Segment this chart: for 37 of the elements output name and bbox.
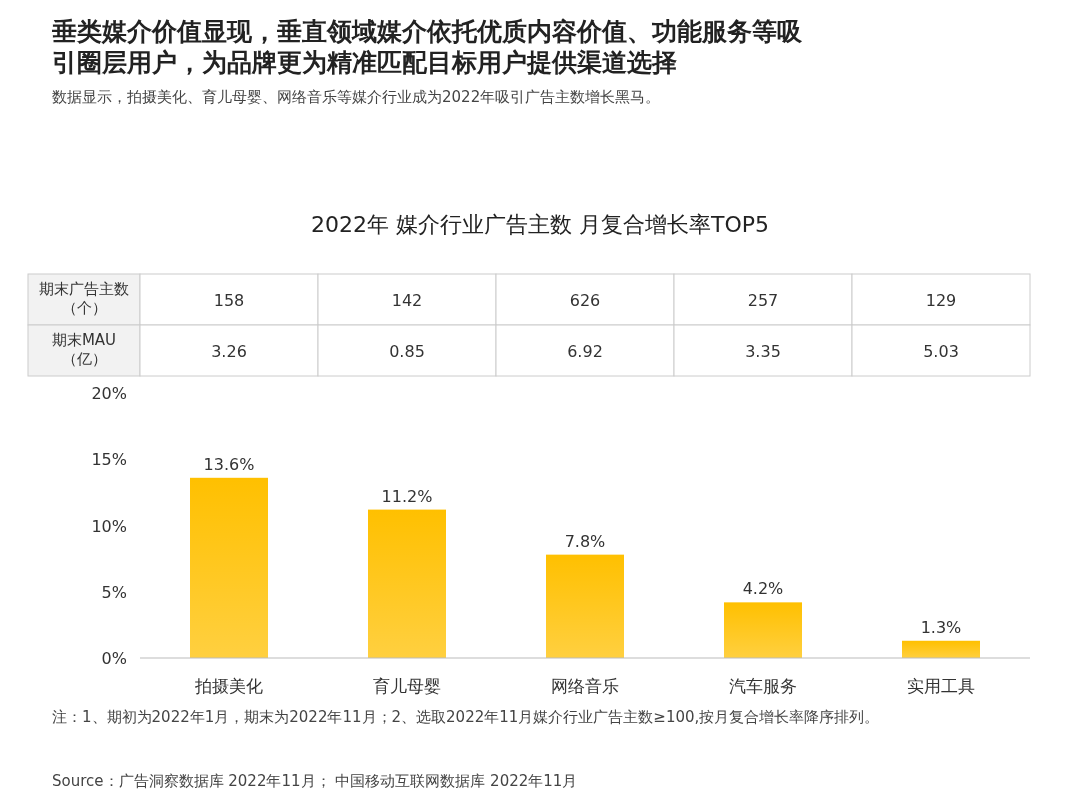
data-label: 3.35 xyxy=(745,341,781,361)
data-label: 3.26 xyxy=(211,341,247,361)
data-label: 5.03 xyxy=(923,341,959,361)
bar xyxy=(546,554,624,658)
text: 注：1、期初为2022年1月，期末为2022年11月；2、选取2022年11月媒介行业广告主数≥100,按月复合增长率降序排列。 xyxy=(52,708,881,727)
text: 垂类媒介价值显现，垂直领域媒介依托优质内容价值、功能服务等吸引圈层用户，为品牌更为精准匹配目标用户提供渠道选择 xyxy=(52,16,803,78)
text: 数据显示，拍摄美化、育儿母婴、网络音乐等媒介行业成为2022年吸引广告主数增长黑马。 xyxy=(52,88,662,107)
bar xyxy=(190,477,268,658)
data-label: 1.3% xyxy=(920,617,962,637)
y-tick-label: 0% xyxy=(101,649,127,668)
source-note: Source：广告洞察数据库 2022年11月； 中国移动互联网数据库 2022年11月 xyxy=(52,772,579,791)
data-label: 257 xyxy=(747,290,779,310)
y-tick-label: 20% xyxy=(91,384,127,403)
x-tick-label: 网络音乐 xyxy=(551,676,619,696)
y-tick-label: 期末广告主数（个） xyxy=(38,280,130,318)
x-tick-label: 拍摄美化 xyxy=(194,676,263,696)
data-label: 4.2% xyxy=(742,579,784,599)
data-label: 158 xyxy=(213,290,245,310)
data-label: 11.2% xyxy=(381,486,433,506)
data-label: 129 xyxy=(925,290,957,310)
x-tick-label: 实用工具 xyxy=(907,676,975,696)
y-tick-label: 5% xyxy=(101,582,127,602)
data-label: 626 xyxy=(569,290,601,310)
bar xyxy=(368,509,446,658)
x-tick-label: 育儿母婴 xyxy=(373,676,441,696)
y-tick-label: 10% xyxy=(91,516,127,536)
bar xyxy=(724,602,802,658)
data-label: 142 xyxy=(391,290,423,310)
bar xyxy=(902,640,980,658)
y-tick-label: 期末MAU（亿） xyxy=(50,331,118,369)
y-tick-label: 15% xyxy=(91,450,127,470)
x-tick-label: 汽车服务 xyxy=(729,676,797,696)
data-label: 13.6% xyxy=(203,454,255,474)
chart-title: 2022年 媒介行业广告主数 月复合增长率TOP5 xyxy=(310,211,770,239)
data-label: 6.92 xyxy=(567,341,603,361)
data-label: 7.8% xyxy=(564,531,606,551)
data-label: 0.85 xyxy=(389,341,425,361)
